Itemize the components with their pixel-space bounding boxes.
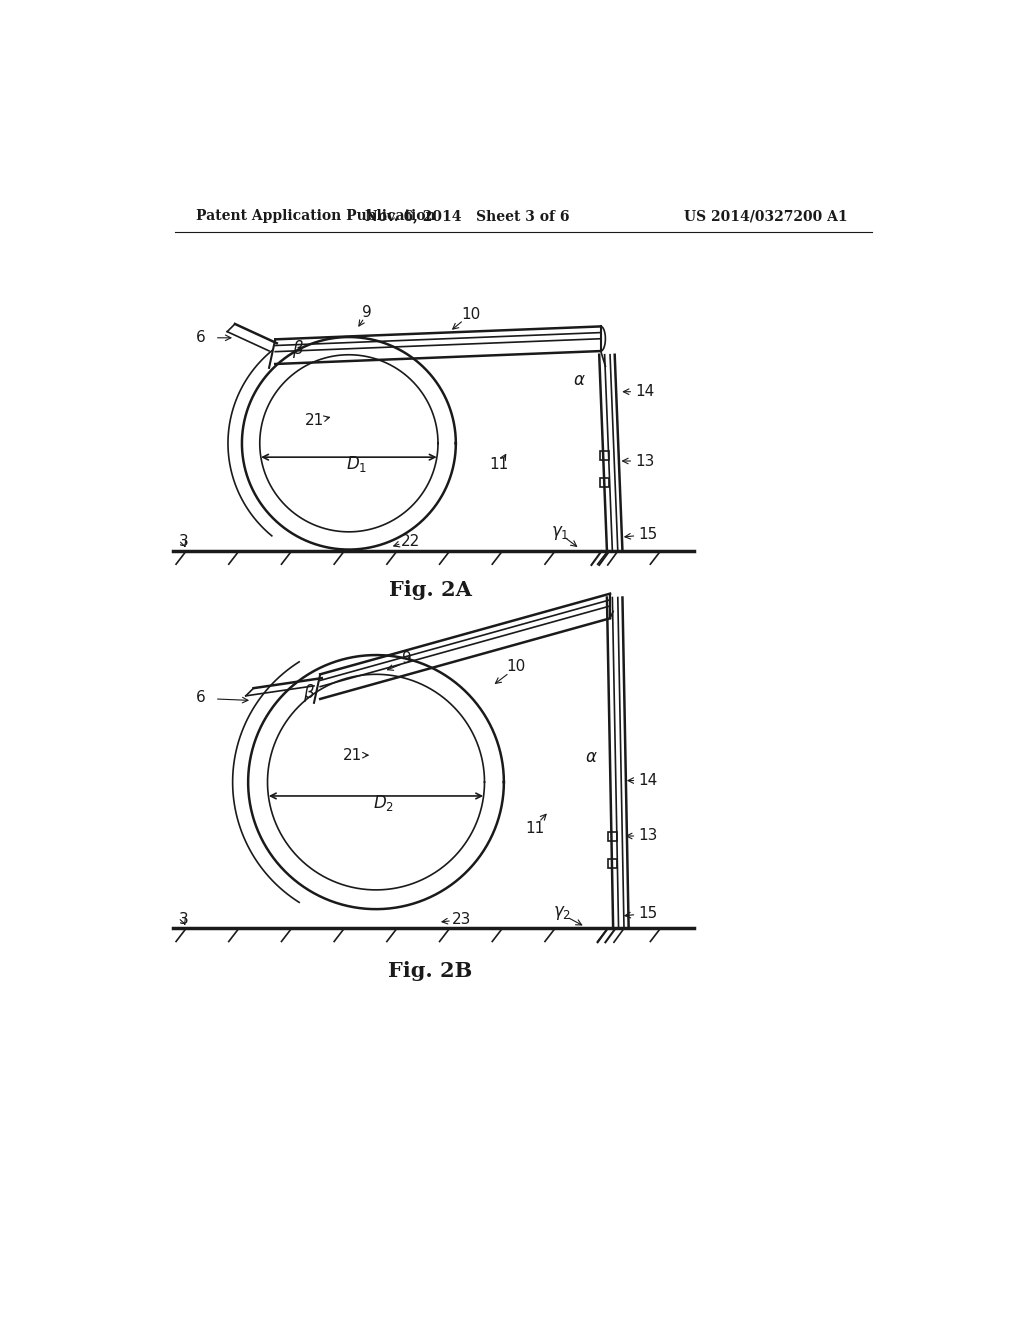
Text: 6: 6 <box>196 330 206 346</box>
Text: 11: 11 <box>488 457 508 473</box>
Text: 6: 6 <box>196 690 206 705</box>
Text: 3: 3 <box>179 533 188 549</box>
Text: $D_2$: $D_2$ <box>373 793 394 813</box>
Text: 9: 9 <box>402 651 412 667</box>
Text: 22: 22 <box>401 533 421 549</box>
Text: Patent Application Publication: Patent Application Publication <box>197 209 436 223</box>
Text: 11: 11 <box>525 821 545 836</box>
Text: 13: 13 <box>638 829 657 843</box>
Bar <box>600 478 609 487</box>
Text: US 2014/0327200 A1: US 2014/0327200 A1 <box>684 209 848 223</box>
Text: 21: 21 <box>304 413 324 428</box>
Text: $\alpha$: $\alpha$ <box>585 748 598 767</box>
Text: $\beta$: $\beta$ <box>302 682 314 704</box>
Text: 10: 10 <box>461 308 480 322</box>
Text: 14: 14 <box>635 384 654 399</box>
Text: 10: 10 <box>506 659 525 675</box>
Text: 15: 15 <box>638 906 657 920</box>
Bar <box>607 832 617 841</box>
Text: $D_1$: $D_1$ <box>346 454 368 474</box>
Text: Fig. 2B: Fig. 2B <box>388 961 472 981</box>
Text: $\gamma_2$: $\gamma_2$ <box>553 904 571 921</box>
Text: 9: 9 <box>361 305 372 319</box>
Text: 3: 3 <box>179 912 188 927</box>
Text: $\alpha$: $\alpha$ <box>573 371 586 389</box>
Text: 23: 23 <box>452 912 471 927</box>
Text: $\beta$: $\beta$ <box>293 338 304 360</box>
Text: 21: 21 <box>343 747 362 763</box>
Text: 15: 15 <box>638 527 657 541</box>
Bar <box>600 451 609 461</box>
Bar <box>607 859 617 869</box>
Text: 13: 13 <box>635 454 654 469</box>
Text: $\gamma_1$: $\gamma_1$ <box>551 524 569 543</box>
Text: Nov. 6, 2014   Sheet 3 of 6: Nov. 6, 2014 Sheet 3 of 6 <box>366 209 569 223</box>
Text: Fig. 2A: Fig. 2A <box>389 579 472 599</box>
Text: 14: 14 <box>638 774 657 788</box>
